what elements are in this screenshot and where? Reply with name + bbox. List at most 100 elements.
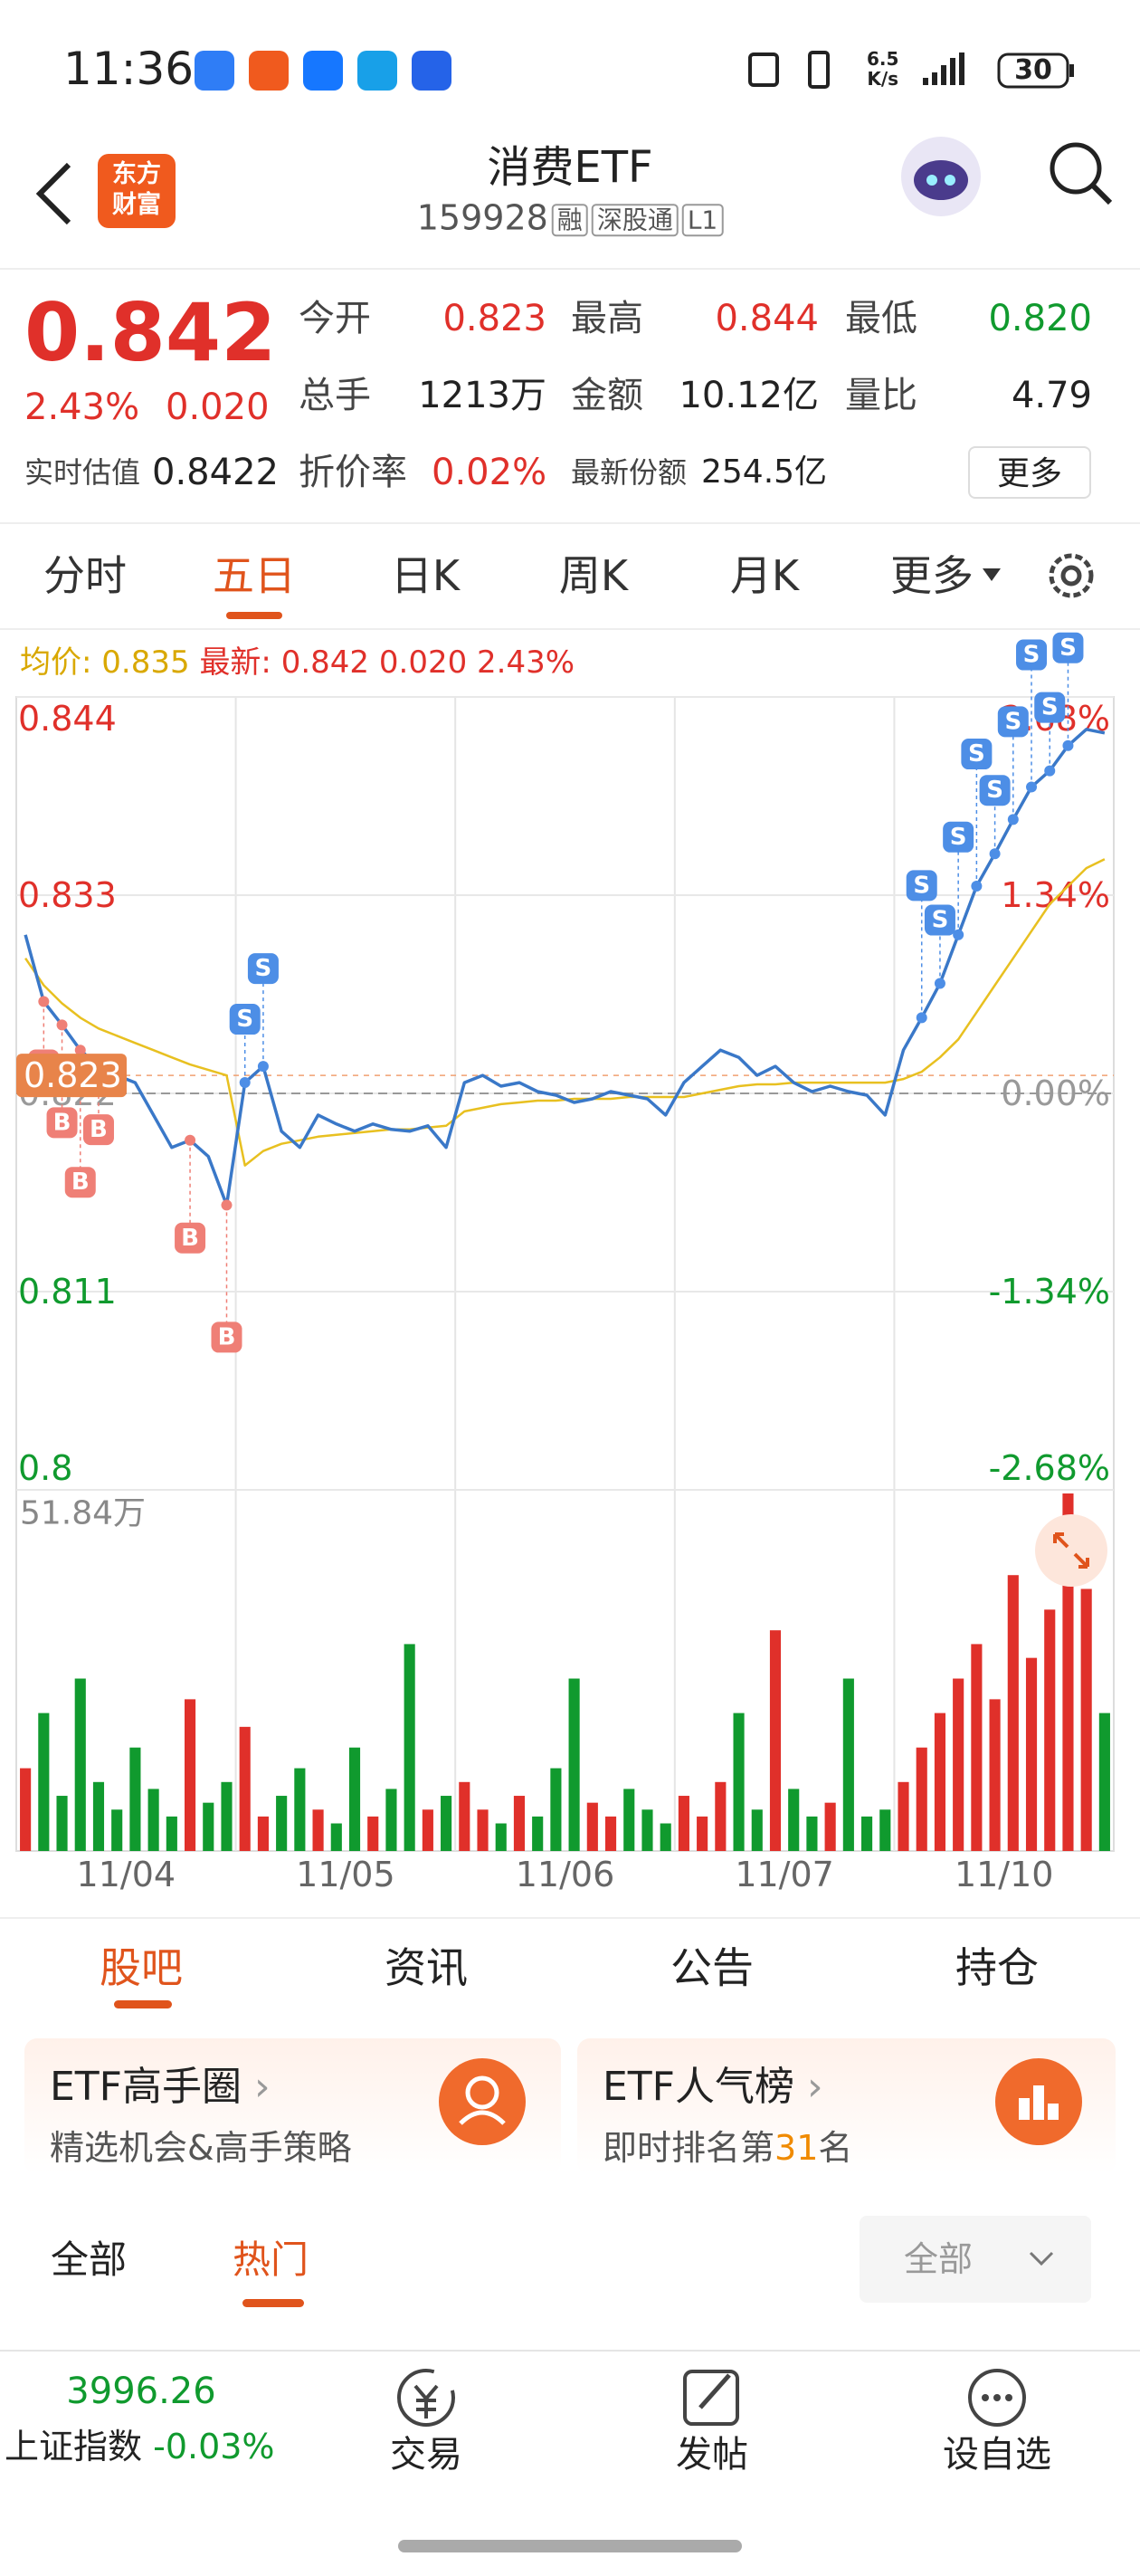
- trade-marker-label: B: [218, 1323, 236, 1350]
- tab-underline: [114, 2000, 172, 2008]
- trade-marker: [1034, 692, 1066, 723]
- y-tick-label: 0.811: [18, 1272, 117, 1312]
- trade-point: [971, 881, 983, 892]
- volume-bar: [312, 1809, 324, 1851]
- filter-tab[interactable]: 全部: [50, 2237, 128, 2282]
- volume-bar: [404, 1644, 415, 1851]
- section-tab[interactable]: 公告: [670, 1943, 754, 1992]
- field-value: 0.823: [442, 298, 546, 339]
- volume-bar: [715, 1781, 727, 1851]
- volume-bar: [1007, 1575, 1019, 1851]
- trade-marker: [229, 1004, 261, 1035]
- search-button[interactable]: [1045, 138, 1117, 210]
- field-label: 今开: [299, 298, 371, 339]
- volume-bar: [441, 1796, 452, 1851]
- volume-bar: [861, 1816, 873, 1851]
- volume-bar: [111, 1809, 123, 1851]
- chart-tab[interactable]: 日K: [390, 551, 461, 600]
- chart-tab-active[interactable]: 五日: [213, 551, 296, 600]
- card-icon: [439, 2058, 526, 2145]
- discount-label: 折价率: [299, 452, 407, 493]
- filter-dropdown[interactable]: [860, 2216, 1091, 2303]
- discount: 0.02%: [432, 452, 547, 493]
- trade-point: [953, 929, 964, 940]
- bottom-bar: [0, 2350, 1140, 2576]
- tab-underline: [226, 612, 282, 619]
- volume-bar: [550, 1768, 562, 1851]
- volume-bar: [751, 1809, 763, 1851]
- index-line[interactable]: 上证指数 -0.03%: [5, 2429, 275, 2464]
- trade-marker-label: S: [950, 824, 967, 851]
- volume-bar: [733, 1713, 745, 1851]
- trade-marker-label: S: [986, 777, 1003, 804]
- volume-bar: [330, 1823, 342, 1851]
- chart-tab[interactable]: 周K: [558, 551, 629, 600]
- trade-marker: [961, 739, 993, 770]
- trade-marker-label: S: [1059, 634, 1077, 662]
- index-value[interactable]: 3996.26: [66, 2371, 216, 2412]
- badge: 深股通: [591, 203, 679, 236]
- y2-tick-label: -2.68%: [989, 1448, 1110, 1488]
- trade-marker-label: B: [53, 1109, 71, 1136]
- app-logo[interactable]: 东方 财富: [98, 154, 176, 228]
- trade-marker: [46, 1107, 78, 1139]
- action-label[interactable]: 发帖: [676, 2434, 748, 2476]
- volume-bar: [477, 1809, 489, 1851]
- volume-bar: [824, 1802, 836, 1851]
- change-pct: 2.43%: [24, 386, 140, 428]
- volume-bar: [879, 1809, 891, 1851]
- trade-marker-label: S: [913, 872, 930, 899]
- shares: 254.5亿: [701, 453, 828, 491]
- settings-button[interactable]: [1044, 549, 1098, 603]
- logo-text: 财富: [112, 191, 161, 219]
- volume-bar: [898, 1781, 909, 1851]
- field-value: 0.820: [988, 298, 1092, 339]
- card-desc-rank: 31: [774, 2128, 819, 2168]
- action-label[interactable]: 交易: [390, 2434, 462, 2476]
- trade-point: [38, 996, 50, 1007]
- volume-bar: [916, 1747, 927, 1851]
- trade-point: [1062, 739, 1074, 751]
- volume-bar: [74, 1678, 86, 1851]
- action-label[interactable]: 设自选: [943, 2434, 1051, 2476]
- more-button[interactable]: 更多: [968, 446, 1091, 499]
- assistant-avatar[interactable]: [896, 131, 986, 222]
- card-desc: 精选机会&高手策略: [50, 2128, 352, 2168]
- chart-tab[interactable]: 更多: [890, 551, 974, 600]
- volume-bar: [604, 1816, 617, 1851]
- trade-marker: [175, 1222, 206, 1254]
- badge: L1: [681, 203, 724, 236]
- trade-marker: [943, 821, 974, 853]
- trade-point: [257, 1061, 269, 1073]
- volume-bar: [1080, 1589, 1092, 1851]
- index-name: 上证指数: [5, 2427, 143, 2466]
- dropdown-caret: [983, 568, 1001, 581]
- chart-tab[interactable]: 月K: [729, 551, 800, 600]
- trade-marker-label: B: [181, 1225, 199, 1252]
- trade-point: [916, 1012, 927, 1024]
- x-tick-label: 11/07: [735, 1855, 834, 1894]
- divider: [0, 628, 1140, 630]
- status-icons: [195, 51, 451, 91]
- volume-bar: [1025, 1657, 1038, 1851]
- filter-tab-active[interactable]: 热门: [232, 2237, 309, 2282]
- expand-icon: [1053, 1532, 1089, 1569]
- action-icons: [397, 2369, 1026, 2427]
- legend-value: 0.842: [280, 644, 370, 681]
- logo-text: 东方: [112, 160, 161, 188]
- volume-bar: [495, 1823, 507, 1851]
- trade-marker: [924, 904, 955, 936]
- section-tab-active[interactable]: 股吧: [100, 1943, 183, 1992]
- volume-bar: [971, 1644, 983, 1851]
- volume-bar: [129, 1747, 141, 1851]
- back-button[interactable]: [33, 161, 78, 226]
- volume-bar: [459, 1781, 470, 1851]
- trade-point: [1044, 765, 1056, 777]
- volume-bar: [422, 1809, 433, 1851]
- field-label: 最高: [571, 298, 643, 339]
- section-tab[interactable]: 资讯: [385, 1943, 468, 1992]
- chart-tab[interactable]: 分时: [43, 551, 127, 600]
- section-tab[interactable]: 持仓: [955, 1943, 1039, 1992]
- expand-button: [1035, 1514, 1107, 1587]
